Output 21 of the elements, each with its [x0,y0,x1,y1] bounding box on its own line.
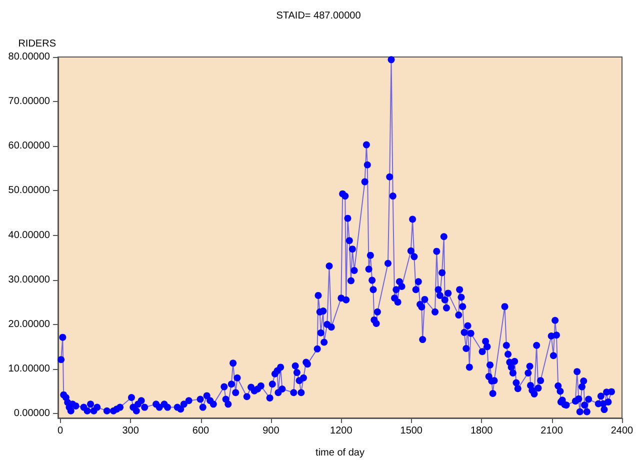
x-tick-label: 300 [122,426,140,436]
y-tick-label: 80.00000 [8,52,50,62]
x-tick-label: 2400 [610,426,634,436]
x-tick-label: 1200 [330,426,353,436]
y-tick-label: 0.00000 [14,408,50,420]
chart-title: STAID= 487.00000 [276,10,362,22]
y-tick-label: 20.00000 [8,318,50,330]
y-tick-label: 60.00000 [8,140,50,152]
y-tick-label: 10.00000 [8,363,50,374]
x-tick-label: 2100 [540,426,564,436]
y-tick-label: 50.00000 [8,185,50,196]
y-axis-title: RIDERS [18,38,56,50]
x-tick-label: 1800 [470,426,494,436]
x-tick-label: 0 [58,426,64,436]
x-tick-label: 900 [262,426,280,436]
x-tick-label: 600 [192,426,210,436]
y-tick-label: 40.00000 [8,230,50,241]
y-tick-label: 30.00000 [8,274,50,286]
x-axis-title: time of day [316,448,364,458]
x-tick-label: 1500 [400,426,423,436]
y-tick-label: 70.00000 [8,96,50,108]
